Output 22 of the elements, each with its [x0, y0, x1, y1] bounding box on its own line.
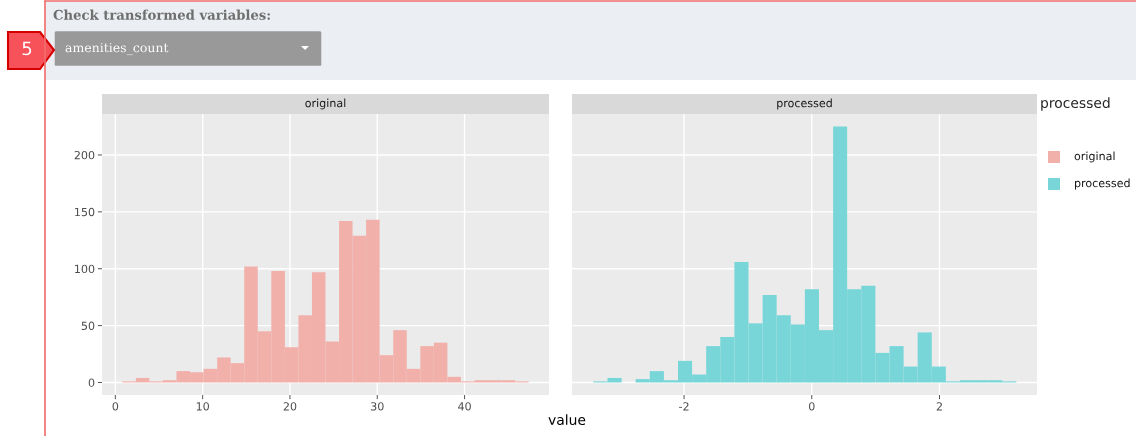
y-tick-label: 50 [81, 321, 95, 330]
y-tick-label: 200 [74, 150, 95, 160]
chart-title: processed [777, 98, 832, 110]
x-tick-label: 20 [283, 402, 297, 411]
x-tick-label: 2 [936, 402, 942, 411]
chart-title: original [305, 98, 346, 110]
text: amenities_count [65, 42, 169, 56]
x-tick-label: 0 [112, 402, 119, 411]
x-tick-label: 40 [458, 402, 471, 411]
y-tick-label: 150 [75, 207, 95, 217]
x-tick-label: 30 [371, 402, 384, 411]
text: 5 [22, 41, 32, 56]
legend-label: original [1074, 151, 1115, 163]
y-tick-label: 0 [88, 378, 95, 387]
text: Check transformed variables: [53, 9, 270, 20]
legend-title: processed [1041, 97, 1110, 111]
x-axis-title: value [548, 414, 586, 426]
x-tick-label: 0 [808, 402, 815, 411]
x-tick-label: 10 [196, 402, 209, 411]
y-tick-label: 100 [75, 264, 95, 274]
legend-label: processed [1075, 178, 1130, 190]
x-tick-label: -2 [679, 402, 689, 411]
